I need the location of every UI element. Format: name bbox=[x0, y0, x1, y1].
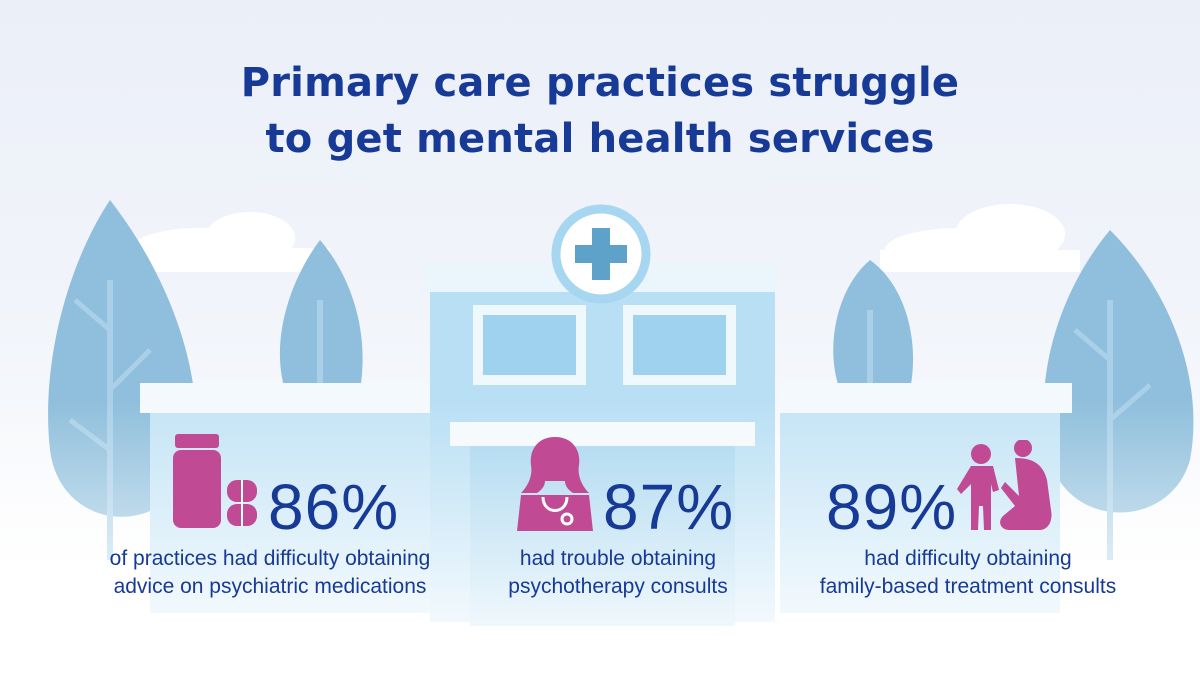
stat-family-based-treatment: 89% had difficulty obtaining family-base… bbox=[758, 430, 1178, 600]
cloud-right bbox=[880, 204, 1080, 272]
page-title: Primary care practices struggle to get m… bbox=[0, 55, 1200, 167]
stat-psychotherapy-consults: 87% had trouble obtaining psychotherapy … bbox=[408, 430, 828, 600]
description-line-2: advice on psychiatric medications bbox=[113, 575, 427, 598]
cloud-left bbox=[130, 212, 330, 272]
tree-left bbox=[279, 240, 363, 420]
percent-value: 86% bbox=[268, 471, 400, 543]
description-line-2: psychotherapy consults bbox=[508, 575, 728, 598]
percent-value: 87% bbox=[603, 471, 735, 543]
stat-description: had trouble obtaining psychotherapy cons… bbox=[408, 545, 828, 601]
stat-description: of practices had difficulty obtaining ad… bbox=[60, 545, 480, 601]
medicine-bottle-and-pills-icon bbox=[173, 434, 257, 528]
stat-psychiatric-medications: 86% of practices had difficulty obtainin… bbox=[60, 430, 480, 600]
title-line-1: Primary care practices struggle bbox=[240, 60, 960, 106]
title-line-2: to get mental health services bbox=[265, 116, 935, 162]
parent-and-child-icon bbox=[957, 440, 1052, 530]
description-line-1: had trouble obtaining bbox=[519, 547, 717, 570]
tree-right bbox=[833, 260, 914, 410]
percent-value: 89% bbox=[826, 471, 958, 543]
stat-description: had difficulty obtaining family-based tr… bbox=[758, 545, 1178, 601]
doctor-with-stethoscope-icon bbox=[517, 437, 593, 531]
medical-cross-icon bbox=[551, 204, 651, 304]
description-line-2: family-based treatment consults bbox=[819, 575, 1117, 598]
description-line-1: had difficulty obtaining bbox=[864, 547, 1072, 570]
description-line-1: of practices had difficulty obtaining bbox=[109, 547, 431, 570]
